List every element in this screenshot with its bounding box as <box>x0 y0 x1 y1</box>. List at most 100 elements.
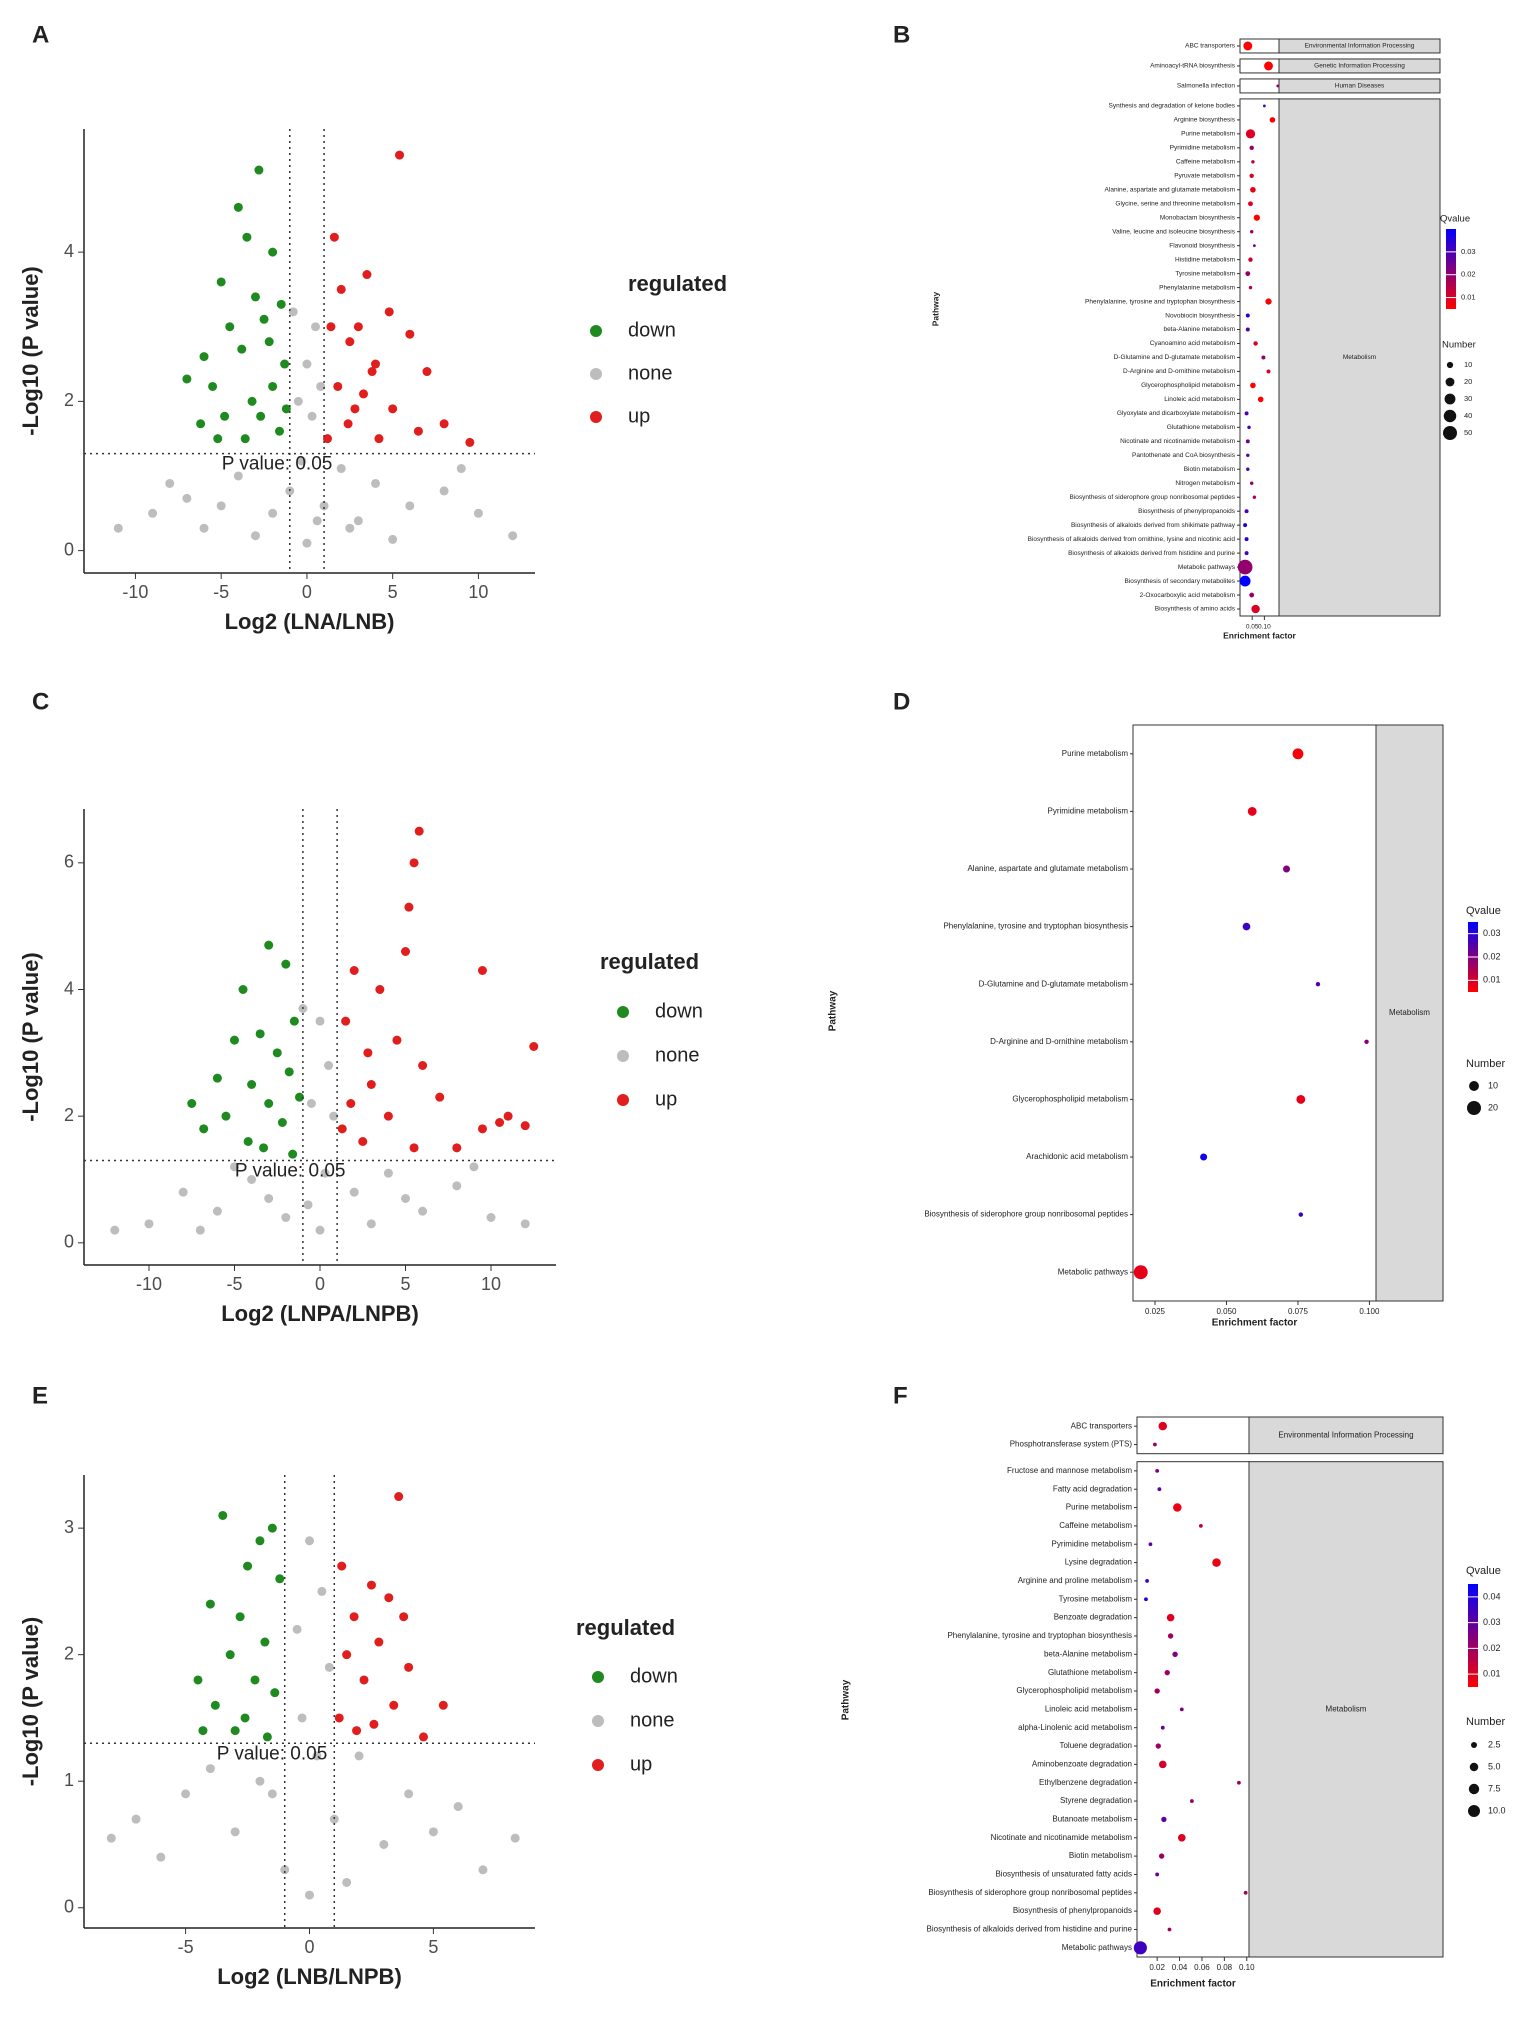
pathway-label: Glycerophospholipid metabolism <box>1016 1686 1132 1695</box>
bubble <box>1200 1153 1208 1161</box>
legend-title: Qvalue <box>1466 905 1501 917</box>
point <box>302 538 312 548</box>
pathway-label: Metabolic pathways <box>1178 564 1236 571</box>
bubble <box>1251 604 1260 614</box>
point <box>349 1612 359 1622</box>
point <box>264 940 274 950</box>
legend-title: Number <box>1466 1058 1505 1070</box>
pathway-label: Alanine, aspartate and glutamate metabol… <box>1105 186 1235 193</box>
bubble <box>1251 160 1255 164</box>
pathway-label: Arginine biosynthesis <box>1174 117 1236 124</box>
point <box>233 202 243 212</box>
legend-title: regulated <box>600 949 699 974</box>
point <box>349 1187 359 1197</box>
panel <box>1132 724 1377 1302</box>
bubble <box>1158 1853 1165 1859</box>
point <box>267 1523 277 1533</box>
bubble <box>1160 1725 1165 1730</box>
bubble <box>1144 1597 1148 1602</box>
panel-letter: E <box>32 1382 48 1409</box>
bubble <box>1245 271 1251 277</box>
bubble <box>1133 1941 1147 1955</box>
colorbar-label: 0.01 <box>1483 1669 1501 1679</box>
point <box>212 1206 222 1216</box>
pathway-label: D-Arginine and D-ornithine metabolism <box>990 1037 1128 1046</box>
point <box>388 404 398 414</box>
colorbar-label: 0.01 <box>1483 975 1501 985</box>
point <box>255 1536 265 1546</box>
pathway-label: Glycerophospholipid metabolism <box>1141 382 1235 389</box>
point <box>221 1111 231 1121</box>
bubble <box>1264 61 1273 71</box>
x-axis-label: Log2 (LNPA/LNPB) <box>221 1301 419 1326</box>
pathway-label: Phenylalanine, tyrosine and tryptophan b… <box>943 922 1128 931</box>
pathway-label: Flavonoid biosynthesis <box>1169 242 1236 249</box>
x-tick-label: 10 <box>481 1274 501 1294</box>
bubble <box>1248 285 1253 290</box>
y-axis-label: Pathway <box>841 1679 852 1720</box>
bubble <box>1237 1780 1241 1785</box>
y-tick-label: 3 <box>64 1517 74 1537</box>
point <box>275 1574 285 1584</box>
point <box>165 478 175 488</box>
size-key <box>1446 361 1454 369</box>
bubble <box>1249 592 1255 598</box>
point <box>334 1713 344 1723</box>
point <box>520 1219 530 1229</box>
pathway-label: Biosynthesis of alkaloids derived from h… <box>927 1925 1133 1934</box>
point <box>319 501 329 511</box>
point <box>353 322 363 332</box>
pathway-label: Arginine and proline metabolism <box>1018 1576 1133 1585</box>
size-label: 10 <box>1464 360 1472 369</box>
panel <box>1136 1461 1250 1958</box>
legend-title: Number <box>1442 340 1476 351</box>
point <box>274 426 284 436</box>
y-axis-label: Pathway <box>930 291 940 326</box>
point <box>414 826 424 836</box>
point <box>110 1225 120 1235</box>
panel-letter: A <box>32 21 49 48</box>
point <box>268 381 278 391</box>
bubble <box>1155 1743 1161 1749</box>
bubble <box>1250 186 1256 193</box>
point <box>288 307 298 317</box>
point <box>264 337 274 347</box>
pathway-label: Aminoacyl-tRNA biosynthesis <box>1150 63 1236 70</box>
bubble <box>1158 1421 1168 1431</box>
x-tick-label: 0 <box>304 1937 314 1957</box>
point <box>305 1890 314 1900</box>
facet-label: Environmental Information Processing <box>1278 1430 1413 1439</box>
size-key <box>1444 393 1456 405</box>
legend-swatch <box>590 411 602 423</box>
pathway-label: ABC transporters <box>1185 43 1236 50</box>
pathway-label: Phosphotransferase system (PTS) <box>1010 1440 1133 1449</box>
pathway-label: Ethylbenzene degradation <box>1039 1778 1132 1787</box>
panel-letter: C <box>32 688 49 715</box>
y-tick-label: 2 <box>64 390 74 410</box>
point <box>235 1612 245 1622</box>
point <box>395 150 405 160</box>
point <box>374 434 384 444</box>
point <box>404 1662 414 1672</box>
legend-label: up <box>630 1753 652 1775</box>
point <box>362 270 372 280</box>
y-tick-label: 4 <box>64 241 74 261</box>
y-tick-label: 1 <box>64 1770 74 1790</box>
bubble <box>1133 1265 1148 1280</box>
point <box>156 1852 166 1862</box>
x-tick-label: 5 <box>428 1937 438 1957</box>
x-axis-label: Enrichment factor <box>1212 1318 1298 1329</box>
bubble <box>1248 257 1253 262</box>
x-tick-label: 0.10 <box>1258 624 1271 631</box>
legend-label: down <box>655 1000 703 1022</box>
bubble <box>1296 1094 1306 1104</box>
pathway-label: Novobiocin biosynthesis <box>1165 312 1235 319</box>
point <box>401 1194 411 1203</box>
bubble <box>1243 523 1248 528</box>
x-tick-label: 0.08 <box>1217 1963 1233 1972</box>
point <box>520 1121 530 1131</box>
y-axis-label: Pathway <box>828 990 839 1031</box>
point <box>148 508 158 518</box>
facet-label: Environmental Information Processing <box>1305 43 1415 50</box>
